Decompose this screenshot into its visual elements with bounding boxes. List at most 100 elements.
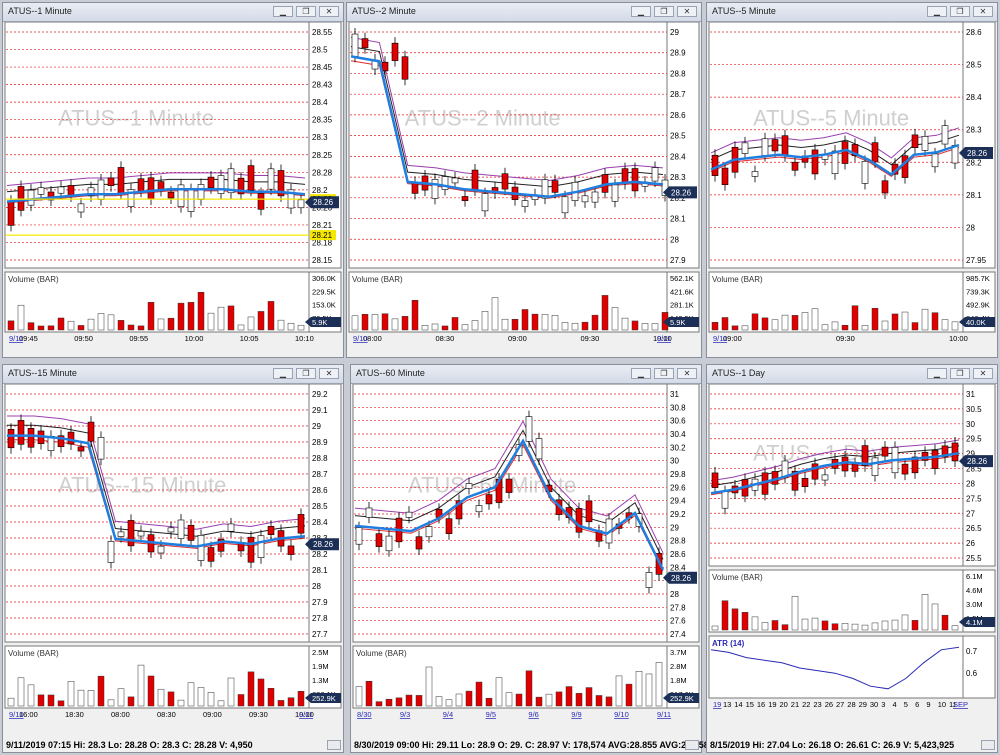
chart-area[interactable]: ATUS--1 Minute 28.55 28.5 28.45 28.43 28.4 28.… [3, 22, 343, 358]
ema-fast-line [7, 434, 306, 548]
chart-window-1min[interactable]: ATUS--1 Minute ▁ ❐ ✕ ATUS--1 Minute 28.55 28… [2, 2, 344, 358]
candle-body [227, 523, 235, 532]
price-axis [308, 22, 342, 269]
close-icon[interactable]: ✕ [677, 6, 697, 17]
candle-body [77, 203, 85, 213]
chart-area[interactable]: ATUS--15 Minute 29.2 29.1 29 28.9 28.8 28.7 28.… [3, 384, 343, 736]
volume-bar [117, 320, 125, 331]
volume-bar [851, 305, 859, 331]
candle-body [881, 180, 889, 194]
chart-window-2min[interactable]: ATUS--2 Minute ▁ ❐ ✕ ATUS--2 Minute 29 28.9 2… [346, 2, 702, 358]
scroll-handle[interactable] [685, 740, 699, 750]
time-axis-label: 16:00 [19, 710, 38, 719]
chart-area[interactable]: ATUS--60 Minute 31 30.8 30.6 30.4 30.2 30 29.8 2… [351, 384, 701, 736]
volume-bar [655, 662, 663, 707]
price-tick-label: 28.43 [312, 81, 333, 90]
volume-bar [791, 315, 799, 331]
volume-bar [881, 320, 889, 331]
close-icon[interactable]: ✕ [973, 368, 993, 379]
volume-bar [831, 623, 839, 631]
last-price-tag [663, 571, 697, 584]
title-bar[interactable]: ATUS--5 Minute ▁ ❐ ✕ [707, 3, 997, 22]
volume-bar [941, 614, 949, 631]
minimize-icon[interactable]: ▁ [273, 6, 293, 17]
candle-body [851, 144, 859, 157]
price-tick-label: 28.5 [670, 132, 686, 141]
restore-icon[interactable]: ❐ [654, 368, 674, 379]
price-tick-label: 26.5 [966, 524, 982, 533]
close-icon[interactable]: ✕ [319, 6, 339, 17]
time-axis-label: 27 [836, 700, 844, 709]
chart-watermark: ATUS--60 Minute [408, 472, 576, 497]
volume-bar [851, 623, 859, 631]
volume-bar [27, 684, 35, 707]
close-icon[interactable]: ✕ [973, 6, 993, 17]
volume-bar [931, 312, 939, 331]
ema-fast-line [710, 451, 960, 495]
chart-area[interactable]: ATUS--5 Minute 28.6 28.5 28.4 28.3 28.2 28.1 28… [707, 22, 997, 358]
volume-last-tag [959, 617, 995, 627]
volume-bar [277, 319, 285, 331]
minimize-icon[interactable]: ▁ [631, 368, 651, 379]
volume-bar [951, 625, 959, 631]
chart-window-1day[interactable]: ATUS--1 Day ▁ ❐ ✕ ATUS--1 Day 31 30.5 30 29.5 2… [706, 364, 998, 753]
price-tick-label: 27.8 [312, 614, 328, 623]
restore-icon[interactable]: ❐ [654, 6, 674, 17]
candle-body [27, 189, 35, 206]
price-tick-label: 28.9 [312, 438, 328, 447]
chart-window-60min[interactable]: ATUS--60 Minute ▁ ❐ ✕ ATUS--60 Minute 31 30.… [350, 364, 717, 753]
restore-icon[interactable]: ❐ [950, 6, 970, 17]
last-price-tag [959, 147, 993, 159]
minimize-icon[interactable]: ▁ [631, 6, 651, 17]
candle-body [117, 167, 125, 194]
volume-last-label: 252.9K [670, 694, 694, 703]
candle-body [711, 472, 719, 488]
volume-bar [491, 297, 499, 331]
minimize-icon[interactable]: ▁ [927, 368, 947, 379]
title-bar[interactable]: ATUS--1 Minute ▁ ❐ ✕ [3, 3, 343, 22]
volume-bar [227, 305, 235, 331]
price-tick-label: 28.7 [670, 90, 686, 99]
price-tick-label: 28.6 [670, 550, 686, 559]
chart-window-15min[interactable]: ATUS--15 Minute ▁ ❐ ✕ ATUS--15 Minute 29.2 2… [2, 364, 344, 753]
restore-icon[interactable]: ❐ [296, 6, 316, 17]
time-axis-label: 30 [870, 700, 878, 709]
last-price-tag [663, 186, 697, 199]
candle-body [771, 139, 779, 152]
volume-bar [871, 308, 879, 331]
scroll-handle[interactable] [981, 740, 995, 750]
close-icon[interactable]: ✕ [319, 368, 339, 379]
title-bar[interactable]: ATUS--1 Day ▁ ❐ ✕ [707, 365, 997, 384]
volume-bar [117, 688, 125, 707]
price-tick-label: 29.5 [966, 435, 982, 444]
scroll-handle[interactable] [327, 740, 341, 750]
minimize-icon[interactable]: ▁ [927, 6, 947, 17]
volume-bar [287, 697, 295, 707]
restore-icon[interactable]: ❐ [950, 368, 970, 379]
chart-area[interactable]: ATUS--1 Day 31 30.5 30 29.5 29 28.5 28 27.5 27 26.… [707, 384, 997, 736]
candle-body [901, 155, 909, 178]
price-tick-label: 28.1 [670, 215, 686, 224]
restore-icon[interactable]: ❐ [296, 368, 316, 379]
chart-window-5min[interactable]: ATUS--5 Minute ▁ ❐ ✕ ATUS--5 Minute 28.6 28.… [706, 2, 998, 358]
minimize-icon[interactable]: ▁ [273, 368, 293, 379]
close-icon[interactable]: ✕ [677, 368, 697, 379]
chart-area[interactable]: ATUS--2 Minute 29 28.9 28.8 28.7 28.6 28.5 28.4… [347, 22, 701, 358]
title-bar[interactable]: ATUS--15 Minute ▁ ❐ ✕ [3, 365, 343, 384]
volume-bar [951, 321, 959, 331]
volume-bar [901, 311, 909, 331]
time-axis-label: 09:55 [129, 334, 148, 343]
candle-body [931, 450, 939, 469]
price-tick-label: 29.6 [670, 483, 686, 492]
price-tick-label: 28.1 [966, 191, 982, 200]
volume-bar [177, 699, 185, 707]
price-tick-label: 27 [966, 509, 975, 518]
title-bar[interactable]: ATUS--60 Minute ▁ ❐ ✕ [351, 365, 701, 384]
price-tick-label: 28.4 [670, 563, 686, 572]
volume-bar [721, 317, 729, 331]
volume-bar [257, 678, 265, 707]
title-bar[interactable]: ATUS--2 Minute ▁ ❐ ✕ [347, 3, 701, 22]
volume-bar [575, 693, 583, 707]
volume-bar [441, 325, 449, 331]
volume-bar [525, 670, 533, 707]
